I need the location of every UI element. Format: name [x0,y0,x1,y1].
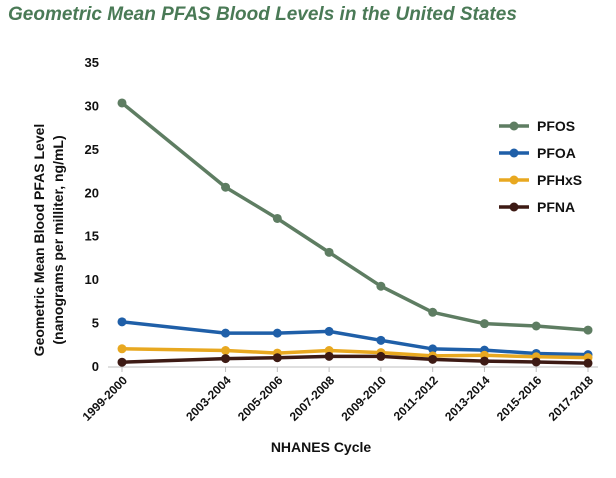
legend-label: PFNA [537,199,575,215]
data-point-pfos [221,182,231,192]
legend-label: PFHxS [537,172,582,188]
y-tick-label: 35 [85,55,99,70]
y-tick-label: 30 [85,98,99,113]
data-point-pfna [583,358,593,368]
data-point-pfna [221,354,231,364]
data-point-pfoa [324,326,334,336]
y-axis-label-line1: Geometric Mean Blood PFAS Level [31,124,47,357]
data-point-pfna [117,357,127,367]
data-point-pfna [376,351,386,361]
x-tick-label: 1999-2000 [80,373,131,424]
y-tick-label: 15 [85,229,99,244]
y-tick-label: 0 [92,359,99,374]
data-point-pfos [479,319,489,329]
y-axis-label-line2: (nanograms per milliter, ng/mL) [50,135,66,344]
x-tick-label: 2015-2016 [494,373,545,424]
legend-item-pfna: PFNA [499,199,575,215]
y-tick-label: 25 [85,142,99,157]
x-tick-label: 2007-2008 [287,373,338,424]
x-tick-label: 2011-2012 [391,373,441,423]
x-tick-label: 2017-2018 [546,373,597,424]
data-point-pfna [324,351,334,361]
data-point-pfos [376,281,386,291]
data-point-pfhxs [117,344,127,354]
data-point-pfos [272,213,282,223]
y-tick-label: 10 [85,272,99,287]
data-point-pfna [479,356,489,366]
data-point-pfoa [376,335,386,345]
data-point-pfoa [117,317,127,327]
y-tick-labels: 0 5 10 15 20 25 30 35 [85,55,99,374]
legend-label: PFOA [537,145,576,161]
data-point-pfos [583,325,593,335]
legend-marker [509,202,519,212]
chart-title: Geometric Mean PFAS Blood Levels in the … [8,4,517,25]
legend-marker [509,148,519,158]
legend: PFOS PFOA PFHxS PFNA [499,118,582,215]
series-pfos [117,98,593,335]
data-point-pfoa [428,344,438,354]
y-tick-label: 5 [92,316,99,331]
x-tick-label: 2013-2014 [442,373,493,424]
series-line-pfos [120,101,589,332]
legend-item-pfhxs: PFHxS [499,172,582,188]
x-tick-label: 2009-2010 [339,373,390,424]
x-tick-label: 2005-2006 [235,373,286,424]
data-point-pfoa [272,328,282,338]
series-pfna [117,351,593,368]
data-point-pfos [428,307,438,317]
data-point-pfna [428,354,438,364]
data-point-pfna [272,353,282,363]
legend-label: PFOS [537,118,575,134]
data-point-pfos [117,98,127,108]
legend-item-pfoa: PFOA [499,145,576,161]
legend-marker [509,175,519,185]
data-point-pfoa [221,328,231,338]
x-tick-labels: 1999-2000 2003-2004 2005-2006 2007-2008 2009… [80,367,597,424]
series-layer [117,98,593,368]
x-axis-label: NHANES Cycle [271,439,372,455]
legend-item-pfos: PFOS [499,118,575,134]
data-point-pfos [324,247,334,257]
data-point-pfna [531,357,541,367]
y-tick-label: 20 [85,185,99,200]
legend-marker [509,121,519,131]
data-point-pfhxs [221,345,231,355]
data-point-pfos [531,321,541,331]
x-tick-label: 2003-2004 [183,373,234,424]
